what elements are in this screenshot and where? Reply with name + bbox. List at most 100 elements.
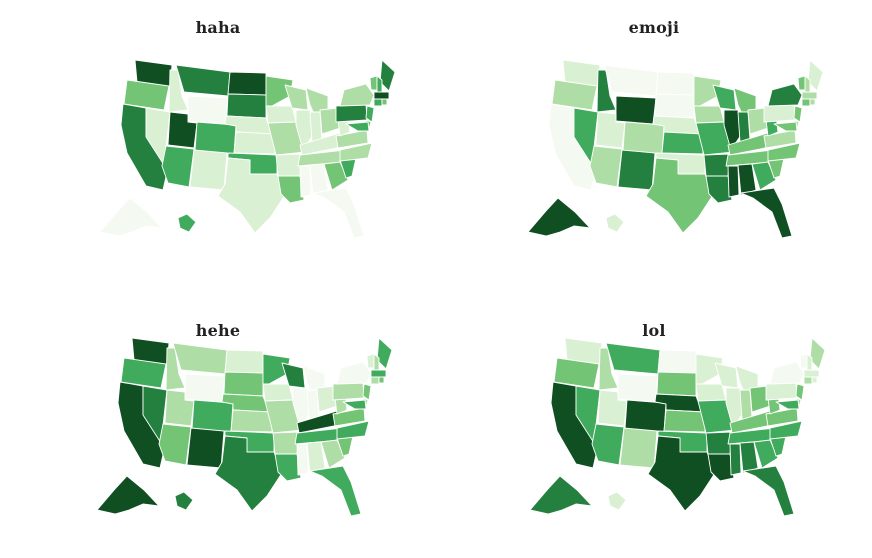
state-ia-emoji: [693, 105, 725, 124]
state-ri-hehe: [378, 376, 385, 384]
state-nc-lol: [769, 420, 803, 440]
state-wy-emoji: [615, 95, 657, 125]
state-vt-lol: [799, 353, 808, 369]
state-la-lol: [707, 453, 735, 482]
state-ga-lol: [753, 439, 779, 469]
state-al-haha: [309, 163, 329, 196]
state-mt-hehe: [172, 342, 228, 375]
state-az-haha: [161, 145, 195, 188]
state-or-haha: [123, 79, 170, 111]
state-ga-emoji: [751, 161, 777, 191]
state-ct-hehe: [370, 376, 380, 385]
state-co-emoji: [622, 121, 665, 155]
state-hi-lol: [607, 491, 627, 511]
state-ms-lol: [729, 443, 742, 476]
state-sd-emoji: [654, 93, 695, 119]
us-choropleth-map-lol: [529, 337, 826, 517]
state-nc-hehe: [336, 420, 370, 440]
state-az-hehe: [158, 423, 192, 466]
state-md-emoji: [773, 121, 798, 132]
state-ny-emoji: [767, 83, 803, 107]
state-me-hehe: [376, 337, 393, 370]
state-ny-hehe: [336, 361, 372, 385]
state-ak-hehe: [96, 475, 160, 515]
state-ms-haha: [299, 165, 312, 198]
state-wy-haha: [187, 95, 229, 125]
state-hi-haha: [177, 213, 197, 233]
state-ks-emoji: [661, 131, 704, 155]
state-pa-emoji: [763, 103, 796, 123]
state-ga-haha: [323, 161, 349, 191]
state-az-lol: [591, 423, 625, 466]
state-nm-haha: [189, 149, 228, 191]
panel-haha: haha: [0, 0, 436, 279]
state-ny-lol: [769, 361, 805, 385]
state-fl-haha: [312, 187, 365, 239]
state-la-emoji: [705, 175, 733, 204]
state-id-emoji: [596, 69, 617, 113]
state-ri-haha: [381, 98, 388, 106]
state-ak-haha: [99, 197, 163, 237]
state-id-lol: [598, 347, 619, 391]
state-ia-lol: [695, 383, 727, 402]
state-pa-hehe: [332, 381, 365, 401]
state-ct-lol: [803, 376, 813, 385]
state-id-haha: [168, 69, 189, 113]
state-fl-hehe: [309, 465, 362, 517]
state-me-lol: [809, 337, 826, 370]
panel-title-haha: haha: [195, 18, 241, 37]
us-choropleth-map-haha: [99, 59, 396, 239]
state-vt-haha: [369, 75, 378, 91]
state-ms-hehe: [296, 443, 309, 476]
state-sd-hehe: [223, 371, 264, 397]
state-pa-lol: [765, 381, 798, 401]
state-nm-hehe: [186, 427, 225, 469]
state-co-hehe: [191, 399, 234, 433]
us-choropleth-map-hehe: [96, 337, 393, 517]
state-ak-emoji: [527, 197, 591, 237]
state-tx-hehe: [214, 435, 283, 512]
panel-title-lol: lol: [642, 321, 666, 340]
state-nj-lol: [795, 383, 805, 401]
state-mt-emoji: [603, 64, 659, 97]
state-az-emoji: [589, 145, 623, 188]
state-co-haha: [194, 121, 237, 155]
state-la-hehe: [274, 453, 302, 482]
state-nj-hehe: [362, 383, 372, 401]
state-ga-hehe: [320, 439, 346, 469]
state-fl-emoji: [740, 187, 793, 239]
state-ny-haha: [339, 83, 375, 107]
state-ks-haha: [233, 131, 276, 155]
state-me-emoji: [807, 59, 824, 92]
state-al-emoji: [737, 163, 757, 196]
state-nm-lol: [619, 427, 658, 469]
state-mn-haha: [265, 75, 294, 107]
state-nm-emoji: [617, 149, 656, 191]
state-nc-emoji: [767, 142, 801, 162]
state-mn-lol: [695, 353, 724, 385]
state-ri-lol: [811, 376, 818, 384]
panel-title-emoji: emoji: [628, 18, 680, 37]
state-ma-haha: [373, 91, 390, 100]
state-md-lol: [775, 399, 800, 410]
panel-hehe: hehe: [0, 279, 436, 558]
state-md-hehe: [342, 399, 367, 410]
state-nj-emoji: [793, 105, 803, 123]
state-wy-hehe: [184, 373, 226, 403]
state-ms-emoji: [727, 165, 740, 198]
state-nj-haha: [365, 105, 375, 123]
state-ct-haha: [373, 98, 383, 107]
state-hi-emoji: [605, 213, 625, 233]
state-hi-hehe: [174, 491, 194, 511]
state-vt-hehe: [366, 353, 375, 369]
state-wy-lol: [617, 373, 659, 403]
state-mt-lol: [605, 342, 661, 375]
state-sd-lol: [656, 371, 697, 397]
panel-emoji: emoji: [436, 0, 872, 279]
state-or-hehe: [120, 357, 167, 389]
state-or-lol: [553, 357, 600, 389]
us-choropleth-map-emoji: [527, 59, 824, 239]
state-ma-emoji: [801, 91, 818, 100]
state-ks-lol: [663, 409, 706, 433]
panel-lol: lol: [436, 279, 872, 558]
